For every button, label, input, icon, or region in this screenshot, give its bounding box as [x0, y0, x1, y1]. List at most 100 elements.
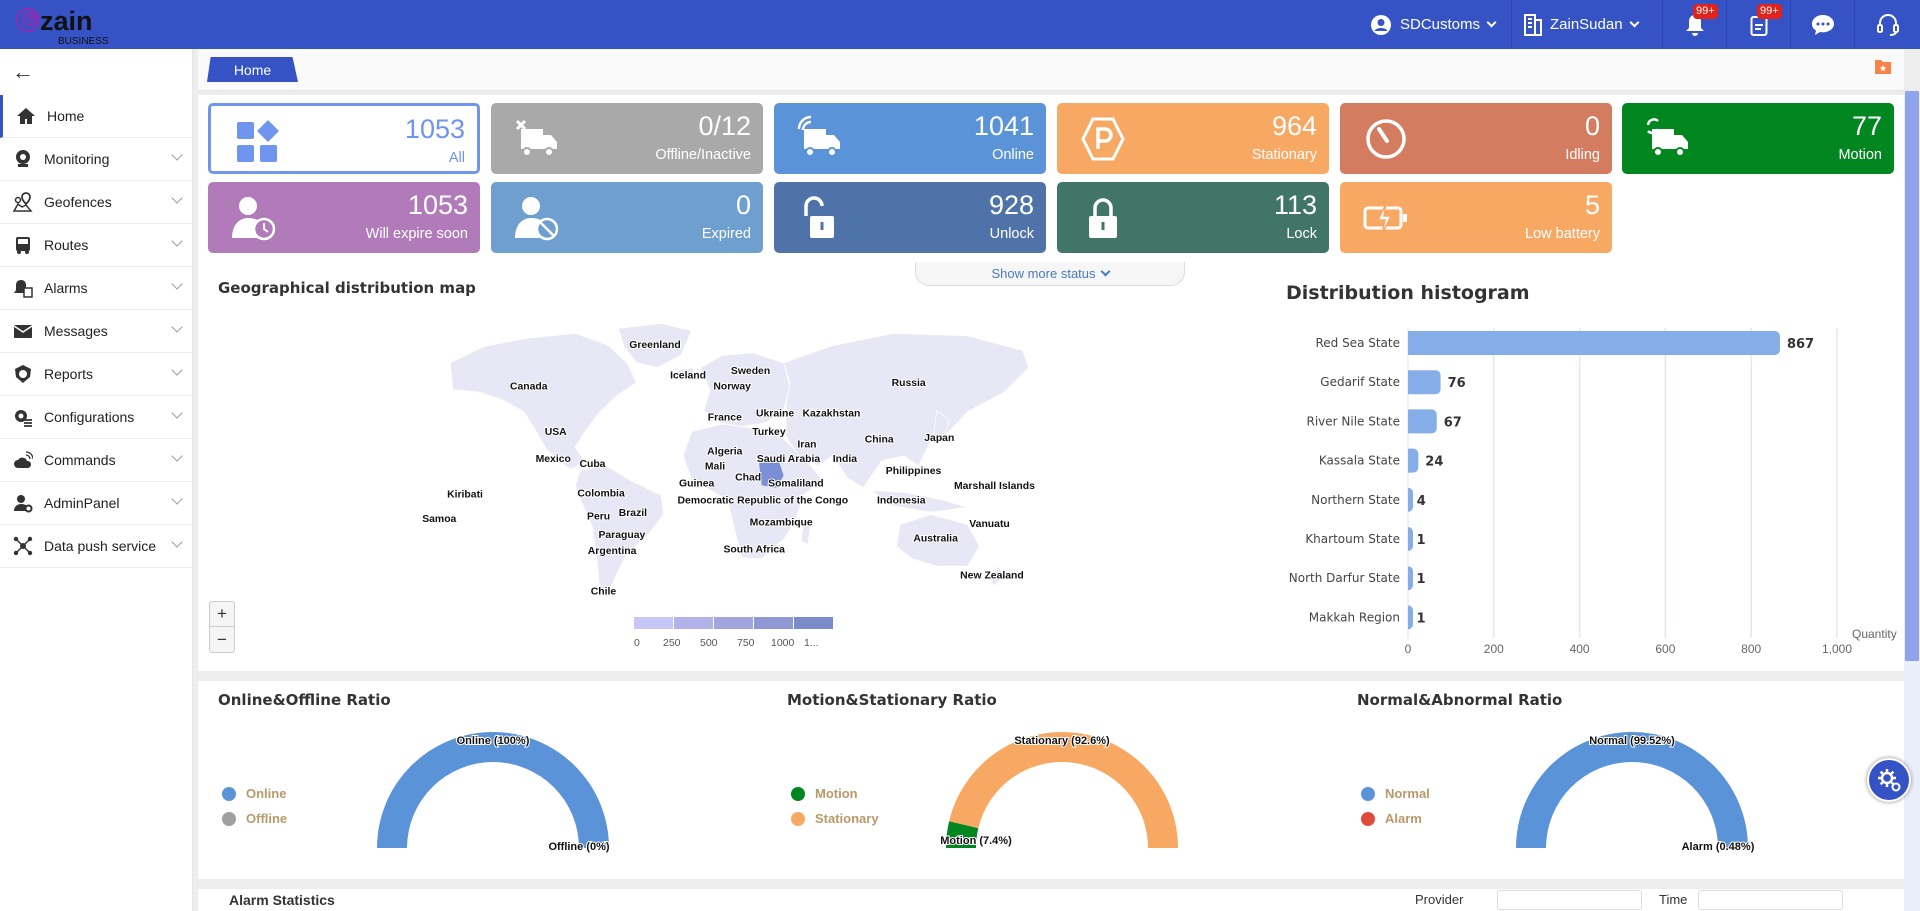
collapse-sidebar-arrow-icon[interactable]: ← [12, 59, 34, 84]
donut-slice-alarm[interactable] [1717, 846, 1748, 848]
tasks-badge: 99+ [1757, 4, 1782, 19]
user-gear-icon [13, 493, 33, 513]
settings-float-button[interactable] [1867, 758, 1911, 802]
sidebar-item-geofences[interactable]: Geofences [0, 181, 193, 224]
sidebar-item-configurations[interactable]: Configurations [0, 396, 193, 439]
status-card-online[interactable]: 1041 Online [774, 103, 1046, 174]
legend-item-offline[interactable]: Offline [222, 811, 287, 826]
company-menu[interactable]: ZainSudan [1511, 0, 1650, 49]
sidebar-item-home[interactable]: Home [0, 95, 193, 138]
category-label: Makkah Region [1309, 610, 1400, 624]
sidebar-item-alarms[interactable]: Alarms [0, 267, 193, 310]
indonesia [870, 489, 968, 513]
histogram-bar[interactable] [1408, 487, 1413, 512]
map-country-label: Democratic Republic of the Congo [678, 496, 849, 507]
status-card-will-expire-soon[interactable]: 1053 Will expire soon [208, 182, 480, 253]
map-country-label: Sweden [731, 366, 770, 377]
category-label: Red Sea State [1315, 336, 1400, 350]
histogram-bar[interactable] [1408, 409, 1437, 434]
status-count: 0/12 [698, 111, 751, 141]
sidebar-item-monitoring[interactable]: Monitoring [0, 138, 193, 181]
status-card-offline-inactive[interactable]: 0/12 Offline/Inactive [491, 103, 763, 174]
map-country-label: Mali [705, 461, 725, 472]
zain-business-logo[interactable]: zain BUSINESS [8, 4, 148, 47]
legend-item-motion[interactable]: Motion [791, 786, 858, 801]
legend-color-swatch[interactable] [754, 617, 793, 629]
username: SDCustoms [1400, 16, 1481, 33]
tasks-button[interactable]: 99+ [1726, 0, 1790, 49]
status-card-expired[interactable]: 0 Expired [491, 182, 763, 253]
status-card-all[interactable]: 1053 All [208, 103, 480, 174]
sidebar-item-routes[interactable]: Routes [0, 224, 193, 267]
show-more-status-button[interactable]: Show more status [915, 262, 1185, 286]
world-map[interactable]: Greenland Iceland Sweden Norway Russia Canada… [416, 321, 1041, 603]
legend-color-swatch[interactable] [714, 617, 753, 629]
map-country-label: USA [545, 427, 567, 438]
support-button[interactable] [1854, 0, 1920, 49]
legend-dot [222, 811, 236, 826]
legend-dot [1361, 811, 1375, 826]
chevron-down-icon [171, 321, 183, 333]
status-label: Low battery [1525, 226, 1600, 242]
histogram-bar[interactable] [1408, 448, 1419, 473]
map-country-label: Somaliland [768, 479, 824, 490]
histogram-bar[interactable] [1408, 566, 1413, 591]
category-label: North Darfur State [1289, 571, 1400, 585]
category-label: Kassala State [1319, 454, 1400, 468]
sudan-highlight[interactable] [759, 460, 784, 488]
legend-item-stationary[interactable]: Stationary [791, 811, 879, 826]
chat-bubble-icon [1811, 14, 1834, 35]
chat-button[interactable] [1790, 0, 1854, 49]
ratio-title: Online&Offline Ratio [218, 691, 391, 709]
legend-label: 250 [663, 637, 681, 649]
user-menu[interactable]: SDCustoms [1358, 0, 1507, 49]
provider-select[interactable] [1497, 890, 1642, 910]
sidebar-item-data-push-service[interactable]: Data push service [0, 525, 193, 568]
histogram-bar[interactable] [1408, 605, 1413, 630]
category-label: River Nile State [1306, 414, 1400, 428]
scrollbar-thumb[interactable] [1905, 91, 1919, 661]
sidebar-item-commands[interactable]: Commands [0, 439, 193, 482]
legend-item-alarm[interactable]: Alarm [1361, 811, 1422, 826]
status-card-motion[interactable]: 77 Motion [1622, 103, 1894, 174]
legend-item-normal[interactable]: Normal [1361, 786, 1430, 801]
donut-slice-online[interactable] [377, 732, 609, 848]
legend-color-swatch[interactable] [794, 617, 833, 629]
time-select[interactable] [1698, 890, 1843, 910]
histogram-bar[interactable] [1408, 527, 1413, 551]
map-country-label: Colombia [577, 488, 625, 499]
donut-slice-motion[interactable] [946, 821, 979, 848]
map-zoom-out-button[interactable]: − [209, 627, 235, 653]
legend-color-swatch[interactable] [634, 617, 673, 629]
user-icon [1371, 14, 1391, 35]
favorites-folder-icon[interactable] [1874, 58, 1892, 80]
donut-slice-stationary[interactable] [949, 732, 1178, 848]
status-card-unlock[interactable]: 928 Unlock [774, 182, 1046, 253]
map-zoom-in-button[interactable]: + [209, 601, 235, 627]
status-card-idling[interactable]: 0 Idling [1340, 103, 1612, 174]
sidebar-item-adminpanel[interactable]: AdminPanel [0, 482, 193, 525]
sidebar-item-reports[interactable]: Reports [0, 353, 193, 396]
sidebar-item-messages[interactable]: Messages [0, 310, 193, 353]
legend-item-online[interactable]: Online [222, 786, 286, 801]
low-battery-icon [1362, 194, 1410, 242]
histogram-bar[interactable] [1408, 370, 1441, 395]
status-card-stationary[interactable]: 964 Stationary [1057, 103, 1329, 174]
status-label: All [448, 150, 465, 166]
map-country-label: Mexico [536, 454, 571, 465]
home-icon [16, 106, 36, 126]
status-label: Idling [1565, 147, 1600, 163]
status-card-low-battery[interactable]: 5 Low battery [1340, 182, 1612, 253]
legend-color-swatch[interactable] [674, 617, 713, 629]
legend-label: Normal [1385, 786, 1430, 801]
histogram-bar[interactable] [1408, 331, 1780, 355]
status-count: 1053 [407, 190, 468, 220]
donut-slice-normal[interactable] [1516, 732, 1748, 848]
tab-home[interactable]: Home [207, 57, 298, 82]
gear-list-icon [13, 407, 33, 427]
status-card-lock[interactable]: 113 Lock [1057, 182, 1329, 253]
parking-icon [1079, 115, 1127, 163]
notifications-button[interactable]: 99+ [1662, 0, 1726, 49]
bar-value-label: 76 [1448, 376, 1466, 391]
webcam-icon [13, 149, 33, 169]
